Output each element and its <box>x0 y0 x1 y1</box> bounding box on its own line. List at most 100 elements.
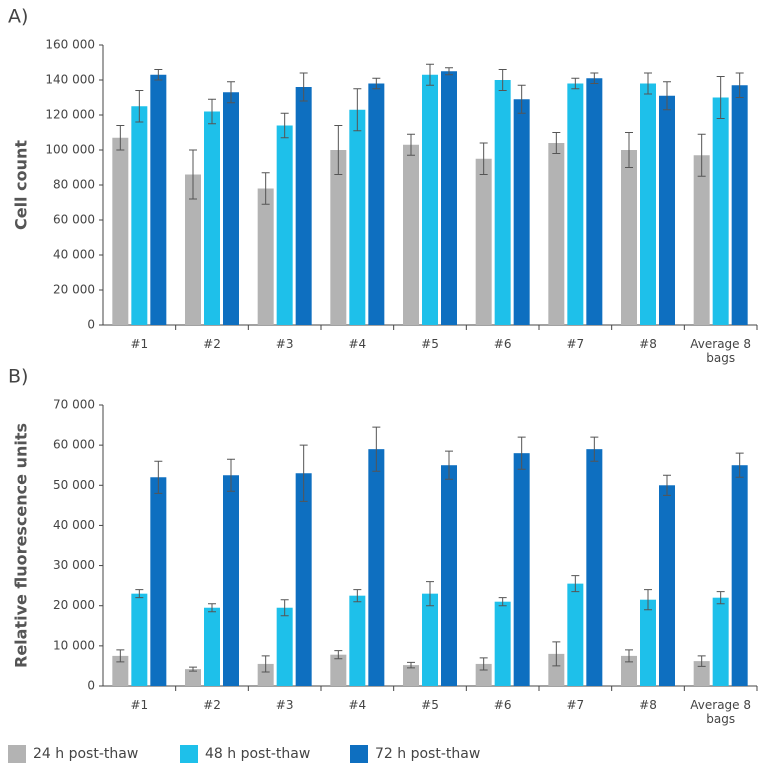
error-bar <box>426 581 434 607</box>
error-bar <box>625 649 633 663</box>
legend-label: 48 h post-thaw <box>205 746 311 762</box>
error-bar <box>571 575 580 593</box>
error-bar <box>334 125 343 175</box>
bar <box>586 449 603 686</box>
error-bar <box>663 81 671 111</box>
x-tick-label: #7 <box>566 698 585 712</box>
bar <box>150 477 167 686</box>
y-tick-label: 160 000 <box>45 38 95 52</box>
bar <box>223 475 239 686</box>
error-bar <box>426 63 434 86</box>
bar <box>131 593 148 686</box>
error-bar <box>227 458 235 492</box>
y-axis-title: Relative fluorescence units <box>12 423 31 668</box>
x-tick-label: #5 <box>421 698 439 712</box>
error-bar <box>697 133 706 177</box>
bar <box>112 137 129 325</box>
bar <box>422 593 438 686</box>
error-bar <box>208 603 216 613</box>
error-bar <box>663 474 671 496</box>
y-axis-title: Cell count <box>12 140 31 230</box>
bar <box>621 150 637 325</box>
error-bar <box>445 450 453 480</box>
x-tick-label: #3 <box>275 698 294 712</box>
error-bar <box>571 77 580 90</box>
error-bar <box>189 666 197 672</box>
error-bar <box>407 133 415 156</box>
x-tick-label: #7 <box>566 337 585 351</box>
bar <box>586 78 603 325</box>
error-bar <box>135 90 144 123</box>
panel-label: A) <box>8 6 28 28</box>
bar <box>640 599 656 686</box>
x-tick-label: #5 <box>421 337 439 351</box>
error-bar <box>353 88 362 132</box>
bar <box>131 106 148 325</box>
y-tick-label: 40 000 <box>53 248 95 262</box>
x-tick-label: #1 <box>130 698 149 712</box>
bar <box>548 143 565 325</box>
error-bar <box>261 172 270 205</box>
x-tick-label: #2 <box>203 337 221 351</box>
bar <box>659 95 675 325</box>
bar <box>693 155 710 325</box>
error-bar <box>697 655 706 667</box>
panel-label: B) <box>8 366 28 388</box>
y-tick-label: 120 000 <box>45 108 95 122</box>
legend-swatch <box>180 745 198 763</box>
y-tick-label: 60 000 <box>53 213 95 227</box>
y-tick-label: 50 000 <box>53 478 95 492</box>
error-bar <box>208 98 216 125</box>
error-bar <box>135 589 144 599</box>
legend-swatch <box>8 745 26 763</box>
error-bar <box>353 589 362 603</box>
error-bar <box>261 655 270 673</box>
bar <box>295 87 312 325</box>
x-tick-label: #2 <box>203 698 221 712</box>
error-bar <box>644 72 652 95</box>
y-tick-label: 0 <box>87 679 95 693</box>
y-tick-label: 60 000 <box>53 438 95 452</box>
y-tick-label: 40 000 <box>53 518 95 532</box>
error-bar <box>154 460 163 494</box>
error-bar <box>299 444 308 502</box>
bar <box>441 71 457 325</box>
error-bar <box>552 641 561 667</box>
bar <box>150 74 167 325</box>
bar <box>295 473 312 686</box>
bar <box>257 663 274 686</box>
error-bar <box>407 661 415 669</box>
x-tick-label: #8 <box>639 337 657 351</box>
bar <box>368 449 385 686</box>
error-bar <box>372 426 381 472</box>
x-tick-label: #3 <box>275 337 294 351</box>
error-bar <box>644 589 652 611</box>
error-bar <box>116 125 125 151</box>
bar <box>257 188 274 325</box>
y-tick-label: 10 000 <box>53 638 95 652</box>
error-bar <box>735 72 744 98</box>
error-bar <box>280 112 289 139</box>
bar <box>441 465 457 686</box>
y-tick-label: 20 000 <box>53 598 95 612</box>
x-tick-label: Average 8 bags <box>690 698 752 726</box>
bar <box>567 583 584 686</box>
bar <box>349 109 366 325</box>
bar <box>112 655 129 686</box>
x-tick-label: #1 <box>130 337 149 351</box>
error-bar <box>372 77 381 90</box>
bar <box>475 158 492 325</box>
error-bar <box>445 67 453 76</box>
bar <box>659 485 675 686</box>
error-bar <box>735 452 744 478</box>
bar <box>513 99 530 325</box>
x-tick-label: Average 8 bags <box>690 337 752 365</box>
error-bar <box>625 132 633 168</box>
x-tick-label: #6 <box>493 337 512 351</box>
y-tick-label: 30 000 <box>53 558 95 572</box>
y-tick-label: 0 <box>87 318 95 332</box>
bar <box>349 595 366 686</box>
error-bar <box>716 76 725 119</box>
